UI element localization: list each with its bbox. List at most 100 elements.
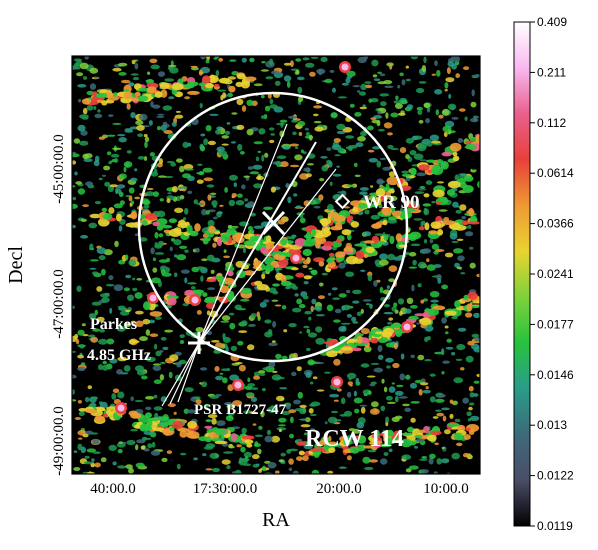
- emission-blob: [305, 132, 310, 137]
- emission-blob: [84, 56, 89, 60]
- emission-blob: [220, 94, 224, 101]
- emission-blob: [420, 469, 430, 474]
- emission-blob: [92, 438, 100, 445]
- emission-blob: [187, 282, 197, 285]
- emission-blob: [200, 56, 206, 60]
- emission-blob: [151, 277, 161, 284]
- emission-blob: [295, 272, 305, 278]
- emission-blob: [147, 71, 151, 75]
- emission-blob: [444, 429, 451, 435]
- emission-blob: [447, 61, 455, 67]
- emission-blob: [450, 56, 461, 63]
- emission-blob: [221, 459, 231, 465]
- emission-blob: [337, 96, 348, 99]
- cone-line-right: [198, 168, 337, 344]
- emission-blob: [367, 390, 372, 396]
- emission-blob: [93, 106, 97, 110]
- emission-blob: [158, 259, 169, 263]
- emission-blob: [341, 305, 346, 311]
- emission-blob: [299, 404, 307, 409]
- emission-blob: [115, 188, 122, 194]
- emission-blob: [353, 390, 357, 397]
- emission-blob: [160, 336, 167, 341]
- emission-blob: [377, 71, 382, 74]
- emission-blob: [363, 345, 372, 353]
- emission-blob: [126, 150, 132, 154]
- emission-blob: [262, 367, 270, 371]
- emission-blob: [340, 397, 346, 405]
- cone-line-left: [198, 123, 288, 344]
- emission-blob: [182, 303, 189, 307]
- emission-blob: [136, 124, 145, 131]
- emission-blob: [223, 402, 234, 406]
- emission-blob: [436, 394, 446, 398]
- emission-blob: [349, 338, 355, 343]
- emission-blob: [467, 224, 472, 229]
- emission-blob: [444, 252, 454, 258]
- emission-blob: [443, 131, 448, 137]
- emission-blob: [160, 269, 166, 275]
- emission-blob: [280, 280, 292, 287]
- emission-blob: [307, 163, 314, 166]
- emission-blob: [137, 95, 149, 102]
- emission-blob: [255, 463, 260, 466]
- emission-blob: [227, 384, 234, 392]
- emission-blob: [346, 314, 352, 318]
- emission-blob: [249, 171, 260, 175]
- emission-blob: [269, 139, 275, 144]
- emission-blob: [135, 444, 139, 451]
- emission-blob: [429, 396, 436, 403]
- emission-blob: [385, 112, 389, 119]
- emission-blob: [152, 267, 158, 273]
- emission-blob: [124, 128, 133, 132]
- emission-blob: [74, 66, 81, 70]
- emission-blob: [264, 331, 273, 338]
- emission-blob: [227, 224, 233, 229]
- emission-blob: [434, 89, 443, 95]
- emission-blob: [387, 132, 393, 136]
- emission-blob: [341, 63, 349, 71]
- emission-blob: [456, 344, 466, 351]
- emission-blob: [205, 468, 213, 471]
- emission-blob: [152, 427, 165, 432]
- emission-blob: [437, 229, 444, 236]
- emission-blob: [230, 141, 237, 144]
- emission-blob: [422, 248, 432, 254]
- emission-blob: [207, 219, 215, 227]
- emission-blob: [206, 419, 212, 423]
- emission-blob: [336, 130, 346, 135]
- axis-ticks: [72, 56, 480, 474]
- emission-blob: [278, 417, 287, 423]
- emission-blob: [326, 147, 332, 151]
- emission-blob: [149, 152, 155, 157]
- x-tick-label: 40:00.0: [90, 481, 135, 497]
- emission-blob: [343, 206, 350, 209]
- emission-blob: [172, 420, 184, 429]
- emission-blob: [228, 445, 235, 449]
- emission-blob: [360, 337, 369, 344]
- emission-blob: [442, 125, 452, 133]
- emission-blob: [297, 120, 306, 127]
- emission-blob: [184, 207, 189, 215]
- emission-blob: [432, 189, 445, 198]
- emission-blob: [359, 191, 368, 195]
- emission-blob: [474, 74, 480, 78]
- emission-blob: [363, 56, 368, 60]
- emission-blob: [420, 378, 426, 384]
- emission-blob: [389, 235, 395, 245]
- emission-blob: [400, 99, 408, 105]
- emission-blob: [225, 415, 234, 422]
- emission-blob: [428, 309, 434, 317]
- emission-blob: [441, 317, 447, 324]
- emission-blob: [98, 218, 110, 227]
- emission-blob: [126, 439, 136, 446]
- emission-blob: [370, 362, 380, 365]
- emission-blob: [373, 367, 384, 373]
- emission-blob: [123, 161, 133, 168]
- emission-blob: [433, 471, 438, 474]
- emission-blob: [179, 165, 185, 173]
- emission-blob: [272, 340, 276, 343]
- emission-blob: [364, 209, 370, 215]
- emission-blob: [111, 393, 117, 400]
- emission-blob: [195, 399, 202, 405]
